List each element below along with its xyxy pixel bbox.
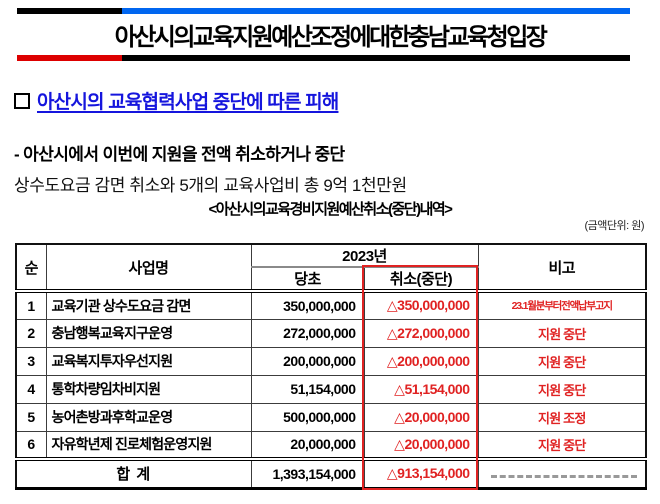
row-project-name: 교육기관 상수도요금 감면 xyxy=(45,289,252,320)
col-header-name: 사업명 xyxy=(45,243,252,292)
row-project-name: 통학차량임차비지원 xyxy=(45,374,252,404)
row-note: 지원 중단 xyxy=(477,318,647,348)
currency-unit-note: (금액단위: 원) xyxy=(584,220,644,232)
row-cancel-amount: △20,000,000 xyxy=(363,430,479,460)
budget-table-wrap: 순 사업명 2023년 비고 당초 취소(중단) 1 교육기관 상수도요금 감면… xyxy=(15,243,648,490)
table-caption: <아산시의교육경비지원예산취소(중단)내역> xyxy=(208,201,453,218)
table-row: 4 통학차량임차비지원 51,154,000 △51,154,000 지원 중단 xyxy=(15,374,647,404)
row-project-name: 자유학년제 진로체험운영지원 xyxy=(45,430,252,460)
table-header-row: 순 사업명 2023년 비고 xyxy=(15,243,647,292)
row-seq: 5 xyxy=(15,402,47,432)
total-label: 합 계 xyxy=(15,457,252,490)
col-header-year-group: 2023년 xyxy=(250,243,479,268)
col-header-initial: 당초 xyxy=(250,266,365,292)
section-heading: 아산시의 교육협력사업 중단에 따른 피해 xyxy=(14,87,339,114)
title-bottom-bar xyxy=(17,55,630,61)
row-seq: 1 xyxy=(15,289,47,320)
table-subheader-row: 당초 취소(중단) xyxy=(16,266,646,292)
table-row: 2 충남행복교육지구운영 272,000,000 △272,000,000 지원… xyxy=(15,318,647,348)
row-initial-amount: 51,154,000 xyxy=(250,374,365,404)
row-seq: 3 xyxy=(15,346,47,376)
statement-line-2: 상수도요금 감면 취소와 5개의 교육사업비 총 9억 1천만원 xyxy=(14,176,407,195)
row-project-name: 충남행복교육지구운영 xyxy=(45,318,252,348)
title-top-bar xyxy=(17,8,630,14)
table-row: 1 교육기관 상수도요금 감면 350,000,000 △350,000,000… xyxy=(15,289,647,320)
row-note: 23.1월분부터전액납부고지 xyxy=(477,289,647,320)
total-row: 합 계 1,393,154,000 △913,154,000 xyxy=(15,457,647,490)
table-row: 3 교육복지투자우선지원 200,000,000 △200,000,000 지원… xyxy=(15,346,647,376)
row-cancel-amount: △272,000,000 xyxy=(363,318,479,348)
row-seq: 2 xyxy=(15,318,47,348)
row-note: 지원 조정 xyxy=(477,402,647,432)
row-project-name: 농어촌방과후학교운영 xyxy=(45,402,252,432)
row-note: 지원 중단 xyxy=(477,374,647,404)
row-project-name: 교육복지투자우선지원 xyxy=(45,346,252,376)
row-note: 지원 중단 xyxy=(477,430,647,460)
square-bullet-icon xyxy=(14,92,30,109)
row-initial-amount: 20,000,000 xyxy=(250,430,365,460)
row-cancel-amount: △51,154,000 xyxy=(363,374,479,404)
row-initial-amount: 200,000,000 xyxy=(250,346,365,376)
top-bar-blue-segment xyxy=(122,8,630,14)
bottom-bar-black-segment xyxy=(122,55,630,61)
row-initial-amount: 272,000,000 xyxy=(250,318,365,348)
statement-line-1: - 아산시에서 이번에 지원을 전액 취소하거나 중단 xyxy=(14,145,345,164)
total-cancel-amount: △913,154,000 xyxy=(363,457,479,490)
row-seq: 6 xyxy=(15,430,47,460)
row-cancel-amount: △200,000,000 xyxy=(363,346,479,376)
row-seq: 4 xyxy=(15,374,47,404)
row-cancel-amount: △350,000,000 xyxy=(363,289,479,320)
row-cancel-amount: △20,000,000 xyxy=(363,402,479,432)
top-bar-black-segment xyxy=(17,8,122,14)
col-header-note: 비고 xyxy=(477,243,647,292)
col-header-seq: 순 xyxy=(15,243,47,292)
table-row: 6 자유학년제 진로체험운영지원 20,000,000 △20,000,000 … xyxy=(15,430,647,460)
row-note: 지원 중단 xyxy=(477,346,647,376)
bottom-bar-red-segment xyxy=(17,55,122,61)
row-initial-amount: 500,000,000 xyxy=(250,402,365,432)
table-body: 1 교육기관 상수도요금 감면 350,000,000 △350,000,000… xyxy=(15,289,647,460)
total-note-cell xyxy=(477,457,647,490)
table-row: 5 농어촌방과후학교운영 500,000,000 △20,000,000 지원 … xyxy=(15,402,647,432)
budget-table: 순 사업명 2023년 비고 당초 취소(중단) 1 교육기관 상수도요금 감면… xyxy=(15,243,648,490)
col-header-cancel: 취소(중단) xyxy=(363,266,479,292)
row-initial-amount: 350,000,000 xyxy=(250,289,365,320)
page-title: 아산시의교육지원예산조정에대한충남교육청입장 xyxy=(114,24,548,51)
watermark-dashes xyxy=(490,474,638,478)
total-initial-amount: 1,393,154,000 xyxy=(250,457,365,490)
section-heading-text: 아산시의 교육협력사업 중단에 따른 피해 xyxy=(37,92,339,113)
